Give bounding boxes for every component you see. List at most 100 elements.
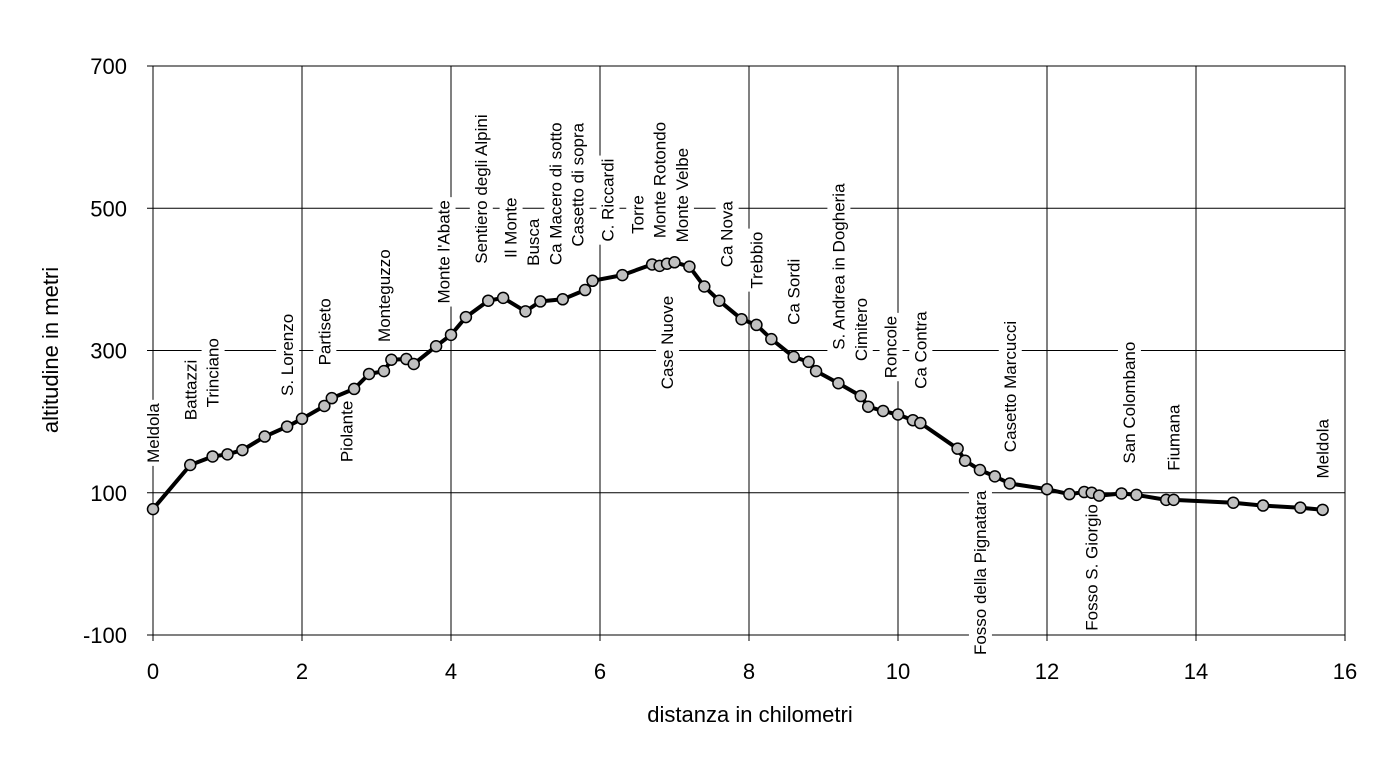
place-label-background [469, 111, 493, 267]
place-label-background [670, 144, 694, 246]
x-tick-label: 0 [147, 659, 159, 684]
place-label-background [715, 197, 739, 271]
data-point [698, 280, 711, 293]
place-label-background [1162, 401, 1186, 474]
y-tick-label: 100 [90, 481, 127, 506]
place-label: Partiseto [315, 298, 334, 365]
x-tick-label: 14 [1184, 659, 1208, 684]
data-point [854, 389, 867, 403]
data-point [578, 283, 592, 297]
place-label: Casetto Marcucci [1001, 321, 1020, 452]
place-label: Meldola [1314, 418, 1333, 478]
data-point [1256, 499, 1270, 512]
x-tick-label: 4 [445, 659, 457, 684]
place-label: Case Nuove [658, 296, 677, 390]
place-label: Trinciano [204, 338, 223, 407]
place-label: Piolante [338, 401, 357, 462]
place-label: Ca Contra [911, 311, 930, 389]
x-tick-label: 8 [743, 659, 755, 684]
place-label: Trebbio [747, 232, 766, 289]
place-label-background [879, 312, 903, 382]
data-point [496, 291, 510, 305]
data-point [1115, 487, 1128, 500]
place-label: Fiumana [1165, 404, 1184, 471]
x-axis-label: distanza in chilometri [647, 702, 852, 727]
place-label: Monte l'Abate [435, 200, 454, 303]
data-point [1316, 503, 1329, 517]
place-label: Busca [524, 218, 543, 266]
data-point [258, 430, 271, 443]
place-label-background [432, 197, 456, 307]
place-label-background [909, 307, 933, 392]
place-label: Casetto di sopra [569, 122, 588, 246]
place-label: Ca Sordi [785, 259, 804, 325]
data-point [347, 382, 361, 396]
data-point [1227, 496, 1240, 509]
data-point [385, 353, 398, 366]
place-label-background [142, 399, 165, 466]
data-point [1003, 477, 1016, 490]
data-point [958, 454, 972, 467]
place-label: Cimitero [852, 298, 871, 361]
place-label: Fosso S. Giorgio [1083, 504, 1102, 631]
data-point [556, 293, 569, 306]
data-point [1294, 501, 1307, 514]
place-label-background [201, 335, 225, 411]
data-point [616, 268, 629, 282]
data-point [683, 260, 696, 273]
place-label-background [998, 317, 1022, 456]
data-point [325, 391, 339, 405]
data-point [534, 295, 547, 308]
data-point [184, 458, 197, 472]
x-tick-label: 16 [1333, 659, 1357, 684]
place-label: Monte Velbe [673, 148, 692, 243]
data-point [407, 357, 420, 371]
place-label-background [1117, 338, 1141, 467]
data-point [832, 376, 845, 390]
place-label-background [827, 179, 851, 353]
data-point [519, 305, 532, 318]
place-label-background [656, 292, 680, 393]
data-point [459, 310, 473, 324]
data-point [973, 463, 987, 477]
place-label-background [499, 194, 523, 262]
place-label: San Colombano [1120, 342, 1139, 464]
y-axis-ticks: -100 100 300 500 700 [83, 54, 153, 648]
data-point [809, 364, 823, 378]
place-label-background [745, 228, 769, 292]
data-point [236, 443, 249, 457]
place-label-background [648, 118, 672, 242]
place-label: Sentiero degli Alpini [472, 114, 491, 263]
place-label-background [544, 119, 568, 269]
data-point [765, 332, 778, 346]
x-tick-label: 12 [1035, 659, 1059, 684]
data-point [318, 399, 331, 413]
data-point [735, 312, 748, 326]
place-label-background [626, 192, 650, 237]
data-point [206, 450, 219, 463]
data-point [891, 408, 905, 421]
place-label: Ca Macero di sotto [546, 122, 565, 265]
y-tick-label: 300 [90, 339, 127, 364]
data-point [861, 400, 875, 413]
data-point [146, 502, 160, 516]
x-tick-label: 6 [594, 659, 606, 684]
place-label-background [566, 119, 590, 250]
data-point [1167, 493, 1180, 507]
data-point [1063, 487, 1076, 501]
place-label: Fosso della Pignatara [971, 490, 990, 655]
place-label-background [849, 294, 873, 365]
data-point [429, 339, 443, 353]
data-point [482, 294, 495, 307]
data-point [876, 404, 890, 418]
data-point [750, 318, 763, 332]
place-label-background [313, 295, 337, 369]
x-axis-ticks: 0 2 4 6 8 10 12 14 16 [147, 635, 1357, 684]
place-label-background [1311, 415, 1335, 482]
data-point [1040, 482, 1054, 496]
data-point [988, 470, 1002, 483]
place-label: Monteguzzo [375, 249, 394, 342]
y-axis-label: altitudine in metri [38, 267, 63, 433]
data-point [295, 412, 309, 426]
